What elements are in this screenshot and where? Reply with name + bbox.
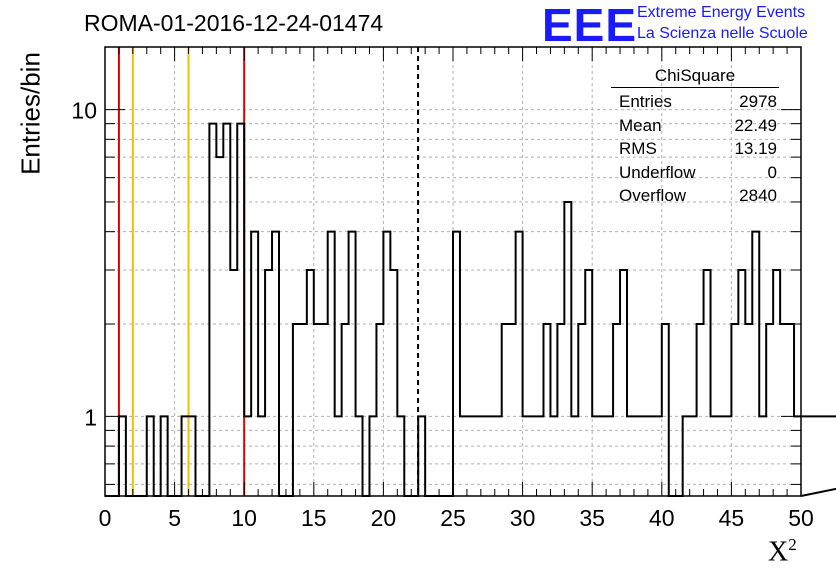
histogram-outline — [105, 122, 836, 497]
stats-row-rms: RMS 13.19 — [611, 137, 779, 161]
logo-line-2: La Scienza nelle Scuole — [637, 25, 808, 42]
stats-row-overflow: Overflow 2840 — [611, 184, 779, 208]
x-axis-title-base: X — [768, 536, 789, 568]
stats-label: RMS — [619, 139, 657, 158]
y-tick-label: 10 — [71, 98, 97, 124]
stats-row-entries: Entries 2978 — [611, 90, 779, 114]
x-tick-label: 45 — [719, 505, 745, 531]
stats-label: Underflow — [619, 162, 696, 182]
stats-label: Entries — [619, 92, 672, 111]
x-tick-label: 5 — [168, 505, 181, 531]
stats-value: 2978 — [739, 92, 777, 111]
x-axis-title-sup: 2 — [788, 535, 797, 554]
x-tick-label: 0 — [99, 505, 112, 531]
stats-value: 2840 — [739, 186, 777, 205]
axis-ticks — [104, 47, 802, 496]
stats-title: ChiSquare — [611, 66, 779, 88]
stats-value: 0 — [767, 162, 777, 182]
x-tick-label: 10 — [231, 505, 257, 531]
stats-label: Overflow — [619, 186, 687, 205]
stats-value: 13.19 — [734, 139, 777, 158]
x-tick-label: 20 — [371, 505, 397, 531]
histogram — [105, 122, 836, 497]
x-tick-label: 25 — [440, 505, 466, 531]
tick-labels: 0 5 10 15 20 25 30 35 40 45 50 1 10 — [71, 98, 813, 531]
y-axis-title: Entries/bin — [15, 52, 46, 175]
x-tick-label: 35 — [579, 505, 605, 531]
run-title: ROMA-01-2016-12-24-01474 — [84, 10, 384, 36]
x-tick-label: 15 — [301, 505, 327, 531]
x-tick-label: 30 — [510, 505, 536, 531]
stats-row-mean: Mean 22.49 — [611, 114, 779, 138]
stats-row-underflow: Underflow 0 — [611, 161, 779, 185]
x-axis-title: X2 — [768, 535, 797, 568]
y-tick-label: 1 — [84, 404, 97, 430]
stats-value: 22.49 — [734, 115, 777, 135]
stats-box: ChiSquare Entries 2978 Mean 22.49 RMS 13… — [611, 66, 779, 208]
eee-logo: EEE — [542, 0, 638, 51]
stats-label: Mean — [619, 115, 662, 135]
x-tick-label: 50 — [788, 505, 814, 531]
x-tick-label: 40 — [649, 505, 675, 531]
logo-line-1: Extreme Energy Events — [637, 4, 806, 21]
reference-lines — [117, 47, 420, 496]
